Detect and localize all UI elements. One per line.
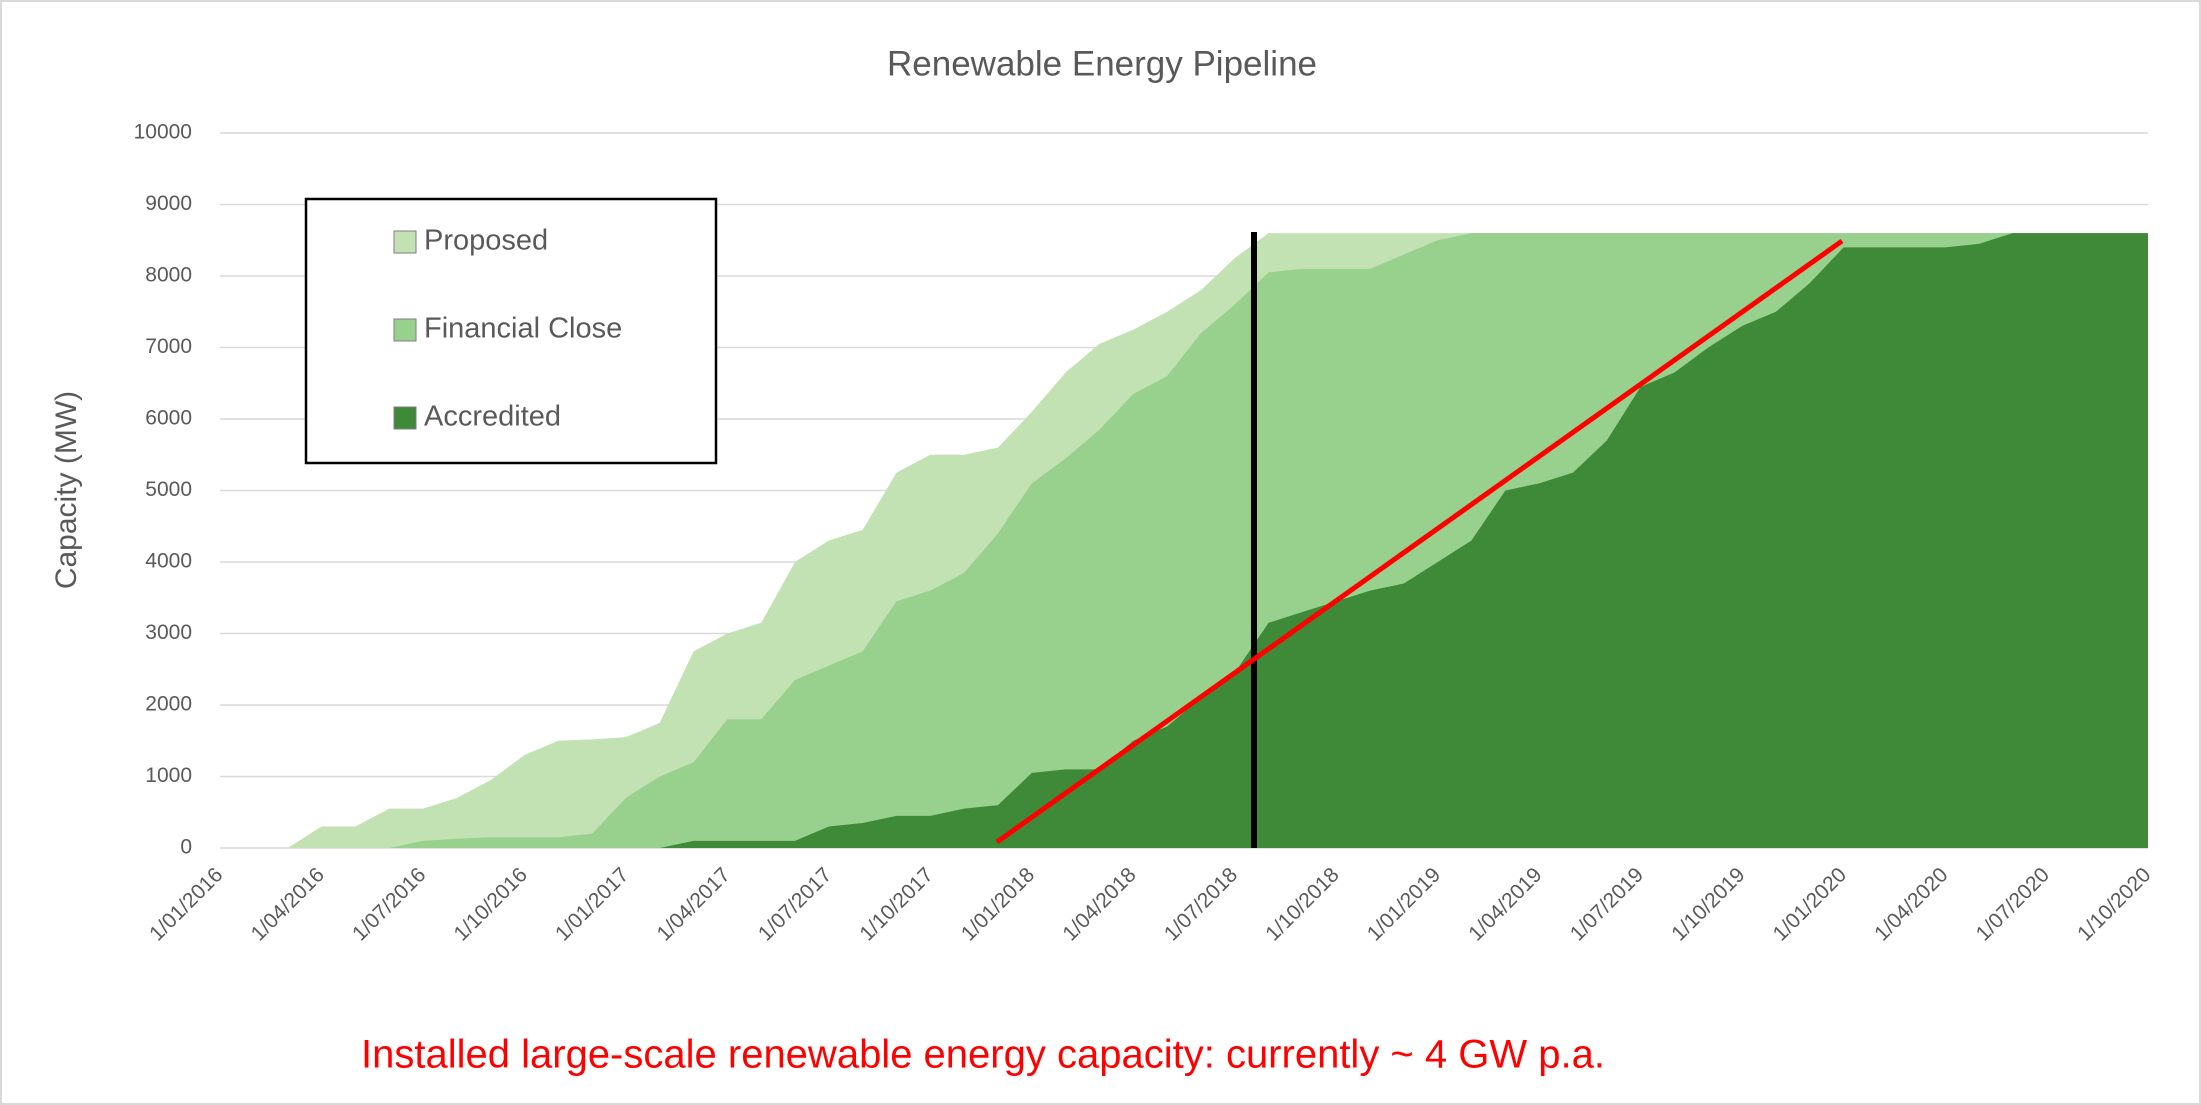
legend-swatch bbox=[393, 230, 417, 254]
y-tick-label: 1000 bbox=[145, 764, 192, 787]
legend-box bbox=[304, 197, 718, 465]
trend-line bbox=[995, 238, 1844, 845]
legend-swatch bbox=[393, 406, 417, 430]
legend-swatch bbox=[393, 318, 417, 342]
y-tick-label: 7000 bbox=[145, 335, 192, 358]
chart-title: Renewable Energy Pipeline bbox=[887, 44, 1317, 83]
y-tick-label: 2000 bbox=[145, 693, 192, 716]
y-tick-label: 5000 bbox=[145, 478, 192, 501]
y-tick-label: 3000 bbox=[145, 621, 192, 644]
annotation: Installed large-scale renewable energy c… bbox=[361, 1033, 1605, 1077]
y-tick-label: 4000 bbox=[145, 550, 192, 573]
legend-label: Accredited bbox=[424, 401, 561, 433]
legend: Proposed Financial Close Accredited bbox=[304, 197, 718, 465]
y-tick-label: 9000 bbox=[145, 192, 192, 215]
y-tick-label: 10000 bbox=[134, 121, 192, 144]
y-tick-label: 8000 bbox=[145, 264, 192, 287]
legend-label: Financial Close bbox=[424, 313, 622, 345]
area bbox=[220, 233, 2148, 849]
areas bbox=[220, 233, 2148, 849]
legend-label: Proposed bbox=[424, 225, 548, 257]
y-tick-label: 6000 bbox=[145, 407, 192, 430]
y-tick-label: 0 bbox=[180, 836, 192, 859]
y-axis-label: Capacity (MW) bbox=[50, 391, 83, 589]
